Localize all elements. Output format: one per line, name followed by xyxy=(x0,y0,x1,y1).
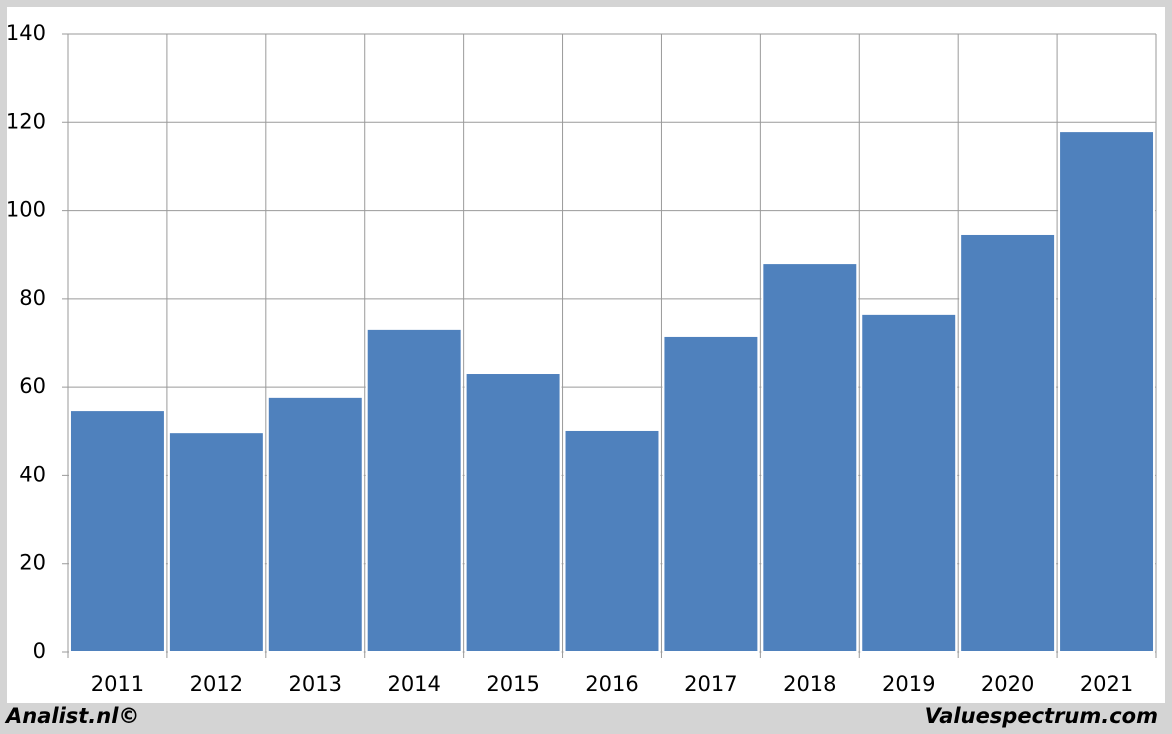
bar xyxy=(266,395,364,653)
x-tick-label: 2018 xyxy=(783,672,836,696)
y-tick-label: 60 xyxy=(19,374,46,398)
x-tick-label: 2017 xyxy=(684,672,737,696)
bar xyxy=(1058,130,1156,654)
x-tick-label: 2011 xyxy=(91,672,144,696)
bar xyxy=(68,409,166,653)
source-left: Analist.nl© xyxy=(4,704,139,728)
y-tick-label: 140 xyxy=(6,21,46,45)
x-tick-label: 2019 xyxy=(882,672,935,696)
bar xyxy=(860,312,958,653)
x-tick-label: 2020 xyxy=(981,672,1034,696)
x-tick-label: 2013 xyxy=(289,672,342,696)
y-tick-label: 40 xyxy=(19,462,46,486)
y-tick-label: 0 xyxy=(33,639,46,663)
x-tick-label: 2016 xyxy=(585,672,638,696)
bar xyxy=(662,334,760,653)
y-tick-label: 120 xyxy=(6,109,46,133)
bar xyxy=(959,232,1057,654)
bar xyxy=(563,428,661,653)
bar xyxy=(365,327,463,653)
x-tick-label: 2021 xyxy=(1080,672,1133,696)
y-tick-label: 20 xyxy=(19,551,46,575)
x-tick-label: 2014 xyxy=(387,672,440,696)
bar xyxy=(167,431,265,653)
x-tick-label: 2012 xyxy=(190,672,243,696)
y-tick-label: 100 xyxy=(6,198,46,222)
x-tick-label: 2015 xyxy=(486,672,539,696)
bar xyxy=(464,372,562,653)
source-right: Valuespectrum.com xyxy=(925,704,1158,728)
y-tick-label: 80 xyxy=(19,286,46,310)
bar xyxy=(761,262,859,653)
